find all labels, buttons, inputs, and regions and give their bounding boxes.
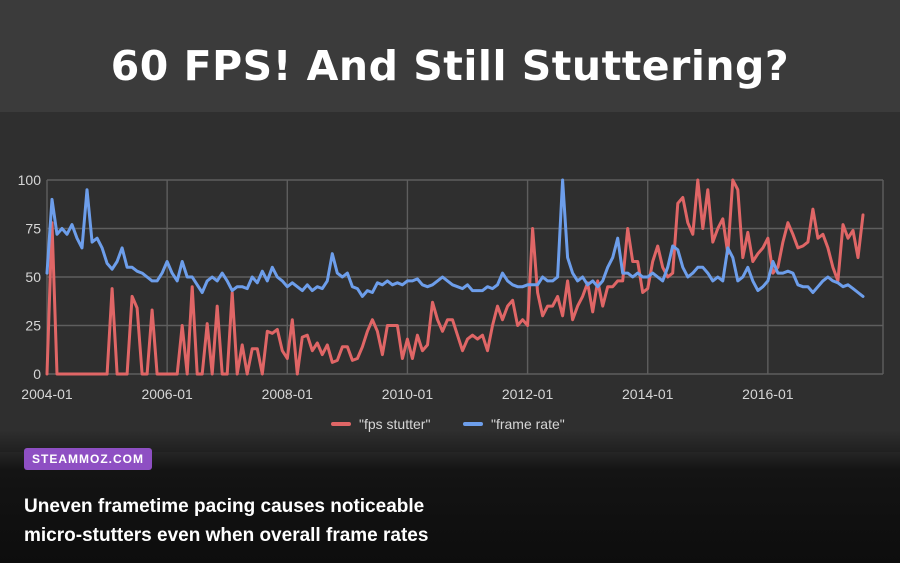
y-axis: 0 25 50 75 100 xyxy=(18,172,42,382)
y-tick-label: 0 xyxy=(33,366,41,382)
x-tick-label: 2008-01 xyxy=(262,386,314,402)
x-tick-label: 2004-01 xyxy=(21,386,73,402)
x-axis: 2004-01 2006-01 2008-01 2010-01 2012-01 2014-… xyxy=(21,386,793,402)
y-tick-label: 25 xyxy=(25,318,41,334)
x-tick-label: 2012-01 xyxy=(502,386,554,402)
x-tick-label: 2014-01 xyxy=(622,386,674,402)
y-tick-label: 50 xyxy=(25,269,41,285)
chart-series xyxy=(45,178,865,376)
legend-label-frame-rate: "frame rate" xyxy=(491,416,565,432)
source-badge: STEAMMOZ.COM xyxy=(24,448,152,470)
page-title: 60 FPS! And Still Stuttering? xyxy=(110,42,790,90)
y-tick-label: 100 xyxy=(18,172,42,188)
caption-line-1: Uneven frametime pacing causes noticeabl… xyxy=(24,496,425,517)
chart-legend: "fps stutter" "frame rate" xyxy=(331,416,565,432)
legend-label-fps-stutter: "fps stutter" xyxy=(359,416,430,432)
x-tick-label: 2006-01 xyxy=(141,386,193,402)
caption-line-2: micro-stutters even when overall frame r… xyxy=(24,525,429,546)
series-line-frame-rate xyxy=(45,178,865,298)
y-tick-label: 75 xyxy=(25,221,41,237)
caption-text: Uneven frametime pacing causes noticeabl… xyxy=(24,492,844,550)
x-tick-label: 2010-01 xyxy=(382,386,434,402)
x-tick-label: 2016-01 xyxy=(742,386,794,402)
chart-panel: 0 25 50 75 100 2004-01 2006-01 2008-01 2010-01 2… xyxy=(0,112,900,452)
